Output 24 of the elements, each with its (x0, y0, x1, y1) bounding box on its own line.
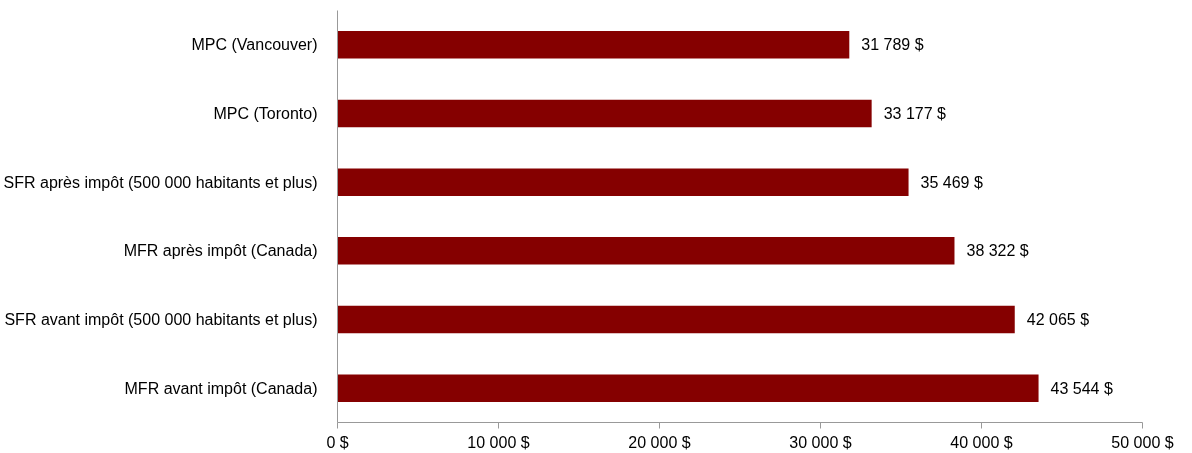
data-label: 33 177 $ (883, 105, 947, 122)
bar (337, 237, 955, 265)
bar (337, 305, 1015, 334)
x-tick-label: 50 000 $ (1111, 433, 1174, 451)
y-tick-label: MPC (Vancouver) (191, 36, 318, 54)
x-tick-label: 20 000 $ (628, 433, 691, 451)
data-label: 38 322 $ (966, 242, 1029, 260)
y-tick-label: MFR avant impôt (Canada) (124, 379, 318, 397)
bar (337, 99, 872, 128)
data-label: 35 469 $ (920, 173, 983, 191)
x-tick-label: 10 000 $ (467, 433, 530, 451)
x-tick-label: 40 000 $ (950, 433, 1013, 451)
bar (337, 168, 909, 196)
y-tick-label: SFR après impôt (500 000 habitants et plus) (3, 173, 318, 191)
x-tick-label: 0 $ (326, 433, 349, 451)
data-label: 42 065 $ (1026, 311, 1090, 328)
data-label: 31 789 $ (861, 36, 924, 54)
data-label: 43 544 $ (1050, 379, 1113, 397)
y-tick-label: SFR avant impôt (500 000 habitants et plus) (4, 311, 318, 328)
y-tick-label: MFR après impôt (Canada) (123, 242, 318, 260)
y-tick-label: MPC (Toronto) (213, 105, 318, 122)
bar (337, 31, 850, 59)
x-tick-label: 30 000 $ (789, 433, 852, 451)
bar (337, 374, 1039, 402)
